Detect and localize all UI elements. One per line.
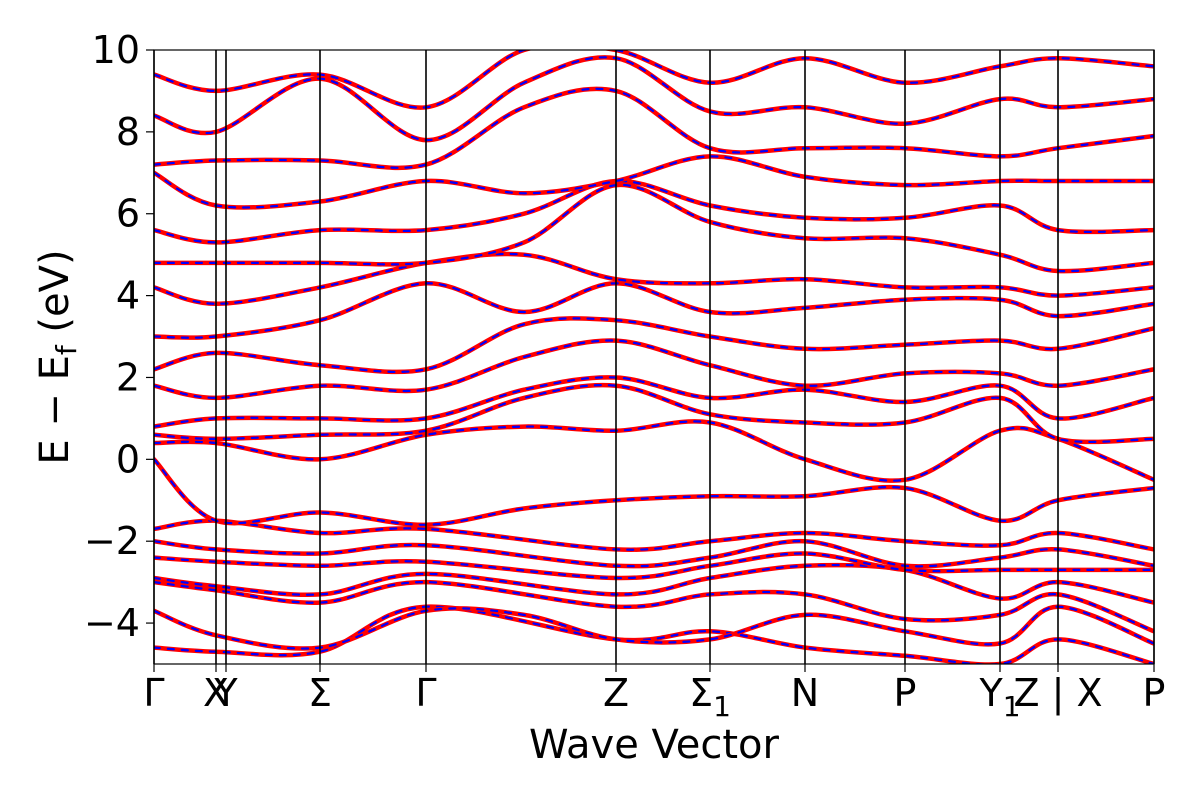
band-16-series-0 xyxy=(154,178,1154,245)
y-tick-label-7: 10 xyxy=(92,28,140,72)
y-tick-label-5: 6 xyxy=(116,192,140,236)
band-6-series-1 xyxy=(154,519,1154,551)
y-axis-label-unit: (eV) xyxy=(32,249,78,345)
x-axis-label: Wave Vector xyxy=(529,722,780,768)
x-tick-label-subscript-9: 1 xyxy=(1003,690,1021,723)
band-0-series-1 xyxy=(154,605,1154,664)
x-tick-label-6: Σ1 xyxy=(689,671,731,723)
band-9-series-0 xyxy=(154,382,1154,445)
x-tick-label-3: Σ xyxy=(308,671,332,715)
y-axis-ticks: −4 −2 0 2 4 6 8 10 xyxy=(84,28,154,645)
y-axis-label-main: E − E xyxy=(32,355,78,465)
x-tick-label-4: Γ xyxy=(415,671,436,715)
x-tick-label-2: Y xyxy=(213,671,238,715)
band-7-series-0 xyxy=(154,457,1154,528)
band-1-series-1 xyxy=(154,605,1154,650)
band-2-series-1 xyxy=(154,580,1154,633)
x-tick-label-0: Γ xyxy=(143,671,164,715)
y-tick-label-4: 4 xyxy=(116,274,140,318)
y-axis-label-subscript: f xyxy=(50,344,83,355)
band-4-series-1 xyxy=(154,552,1154,580)
band-3-series-1 xyxy=(154,563,1154,604)
y-tick-label-6: 8 xyxy=(116,110,140,154)
band-19-series-1 xyxy=(154,56,1154,142)
plot-frame xyxy=(153,49,1155,665)
band-11-series-1 xyxy=(154,339,1154,399)
band-12-series-1 xyxy=(154,317,1154,374)
band-5-series-1 xyxy=(154,540,1154,568)
bands-layer xyxy=(154,50,1154,664)
band-8-series-0 xyxy=(154,419,1154,483)
band-11-series-0 xyxy=(154,338,1154,401)
band-15-series-1 xyxy=(154,183,1154,273)
x-tick-label-10: Z | X xyxy=(1013,671,1102,716)
y-tick-label-2: 0 xyxy=(116,437,140,481)
x-tick-label-7: N xyxy=(791,671,819,715)
x-tick-label-9: Y1 xyxy=(978,671,1020,723)
x-tick-label-8: P xyxy=(894,671,917,715)
band-16-series-1 xyxy=(154,179,1154,244)
band-15-series-0 xyxy=(154,182,1154,274)
x-tick-label-subscript-6: 1 xyxy=(713,690,731,723)
y-tick-label-1: −2 xyxy=(84,519,140,563)
x-tick-label-1: X xyxy=(203,671,229,715)
band-9-series-1 xyxy=(154,384,1154,443)
x-tick-label-5: Z xyxy=(603,671,629,715)
y-tick-label-3: 2 xyxy=(116,355,140,399)
y-axis-label: E − Ef (eV) xyxy=(32,249,83,464)
y-tick-label-0: −4 xyxy=(84,601,140,645)
x-tick-label-11: P xyxy=(1143,671,1166,715)
band-17-series-1 xyxy=(154,155,1154,209)
